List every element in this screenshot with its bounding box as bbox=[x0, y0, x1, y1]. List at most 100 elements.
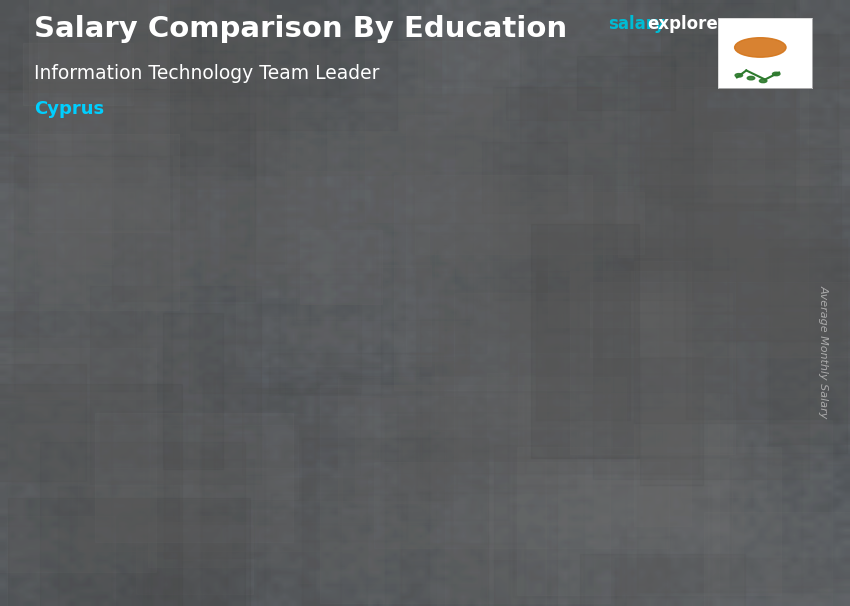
Bar bbox=[0, 0, 52, 137]
Bar bbox=[730, 459, 850, 587]
Bar bbox=[656, 283, 850, 355]
Bar bbox=[509, 358, 626, 605]
Bar bbox=[21, 204, 221, 404]
FancyBboxPatch shape bbox=[108, 399, 198, 533]
Bar bbox=[651, 108, 850, 159]
Bar bbox=[568, 101, 790, 324]
Bar bbox=[0, 313, 181, 559]
Bar bbox=[201, 435, 265, 606]
Bar bbox=[426, 81, 705, 167]
Bar bbox=[0, 154, 142, 422]
Bar bbox=[686, 203, 850, 419]
Bar bbox=[162, 175, 262, 444]
Bar bbox=[0, 90, 220, 257]
Bar bbox=[360, 496, 600, 606]
Bar bbox=[660, 159, 850, 306]
Bar bbox=[50, 138, 110, 246]
Bar bbox=[293, 326, 454, 429]
Bar bbox=[481, 505, 550, 606]
Bar bbox=[643, 390, 743, 550]
FancyBboxPatch shape bbox=[582, 235, 672, 533]
Bar bbox=[70, 421, 148, 606]
Bar bbox=[0, 0, 201, 92]
Bar bbox=[164, 433, 227, 606]
Bar bbox=[0, 0, 83, 150]
Bar bbox=[0, 231, 142, 265]
Bar bbox=[36, 130, 85, 303]
Bar bbox=[362, 144, 571, 229]
Bar bbox=[467, 478, 668, 606]
Bar bbox=[204, 181, 286, 327]
Bar bbox=[0, 191, 134, 376]
Bar bbox=[641, 112, 730, 193]
Bar bbox=[416, 259, 466, 372]
Bar bbox=[620, 537, 669, 606]
Bar bbox=[8, 516, 116, 606]
Bar bbox=[214, 378, 421, 507]
Bar bbox=[320, 385, 609, 603]
Bar bbox=[536, 220, 643, 334]
Bar bbox=[0, 0, 158, 89]
Bar bbox=[341, 53, 434, 208]
Text: 3,500 EUR: 3,500 EUR bbox=[615, 211, 700, 226]
Bar bbox=[58, 487, 179, 606]
Bar bbox=[717, 480, 850, 606]
Bar bbox=[581, 554, 745, 606]
Bar bbox=[696, 219, 850, 318]
Bar bbox=[556, 0, 819, 241]
Bar bbox=[464, 2, 622, 158]
Bar bbox=[132, 1, 288, 156]
Bar bbox=[482, 142, 567, 213]
Bar bbox=[48, 0, 340, 96]
Bar bbox=[296, 112, 473, 320]
Bar bbox=[0, 0, 173, 218]
Bar bbox=[80, 175, 208, 407]
Bar bbox=[800, 0, 850, 224]
Bar bbox=[143, 508, 341, 606]
Bar bbox=[733, 387, 812, 535]
Bar bbox=[774, 393, 850, 606]
Polygon shape bbox=[672, 224, 684, 533]
Bar bbox=[179, 414, 422, 511]
Bar bbox=[671, 0, 795, 210]
Bar bbox=[570, 271, 734, 454]
Bar bbox=[663, 440, 752, 514]
Bar bbox=[414, 407, 699, 474]
Bar bbox=[447, 0, 730, 196]
Bar bbox=[613, 239, 847, 453]
Bar bbox=[761, 142, 850, 335]
Bar bbox=[454, 293, 732, 559]
Bar bbox=[709, 264, 822, 438]
Bar bbox=[41, 0, 209, 91]
Bar bbox=[285, 171, 428, 267]
Text: Average Monthly Salary: Average Monthly Salary bbox=[819, 285, 829, 418]
Bar bbox=[112, 113, 255, 301]
Bar bbox=[203, 383, 457, 500]
Bar bbox=[150, 416, 429, 606]
Bar bbox=[366, 41, 508, 222]
Bar bbox=[0, 0, 147, 182]
Text: Salary Comparison By Education: Salary Comparison By Education bbox=[34, 15, 567, 43]
Bar bbox=[0, 8, 116, 215]
Bar bbox=[490, 192, 778, 313]
Bar bbox=[0, 322, 284, 416]
Bar bbox=[143, 284, 216, 531]
Bar bbox=[753, 0, 850, 161]
Bar bbox=[137, 211, 204, 351]
Text: 2,360 EUR: 2,360 EUR bbox=[360, 309, 444, 324]
Bar bbox=[401, 430, 666, 606]
Bar bbox=[191, 0, 397, 130]
Bar bbox=[418, 0, 479, 87]
Bar bbox=[29, 0, 168, 232]
Bar bbox=[16, 187, 97, 396]
Bar bbox=[194, 238, 373, 491]
Bar bbox=[636, 147, 850, 299]
Ellipse shape bbox=[734, 38, 786, 57]
Bar bbox=[702, 215, 804, 251]
Bar bbox=[355, 398, 471, 503]
Bar bbox=[309, 470, 424, 588]
Text: explorer.com: explorer.com bbox=[648, 15, 769, 33]
Bar bbox=[0, 0, 150, 122]
Bar bbox=[513, 456, 802, 597]
Bar bbox=[674, 205, 850, 341]
